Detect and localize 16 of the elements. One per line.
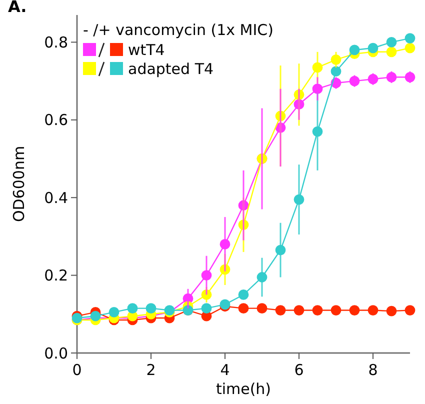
x-tick-label: 0 bbox=[72, 361, 82, 379]
chart-title: A. bbox=[8, 0, 27, 16]
annotation: adapted T4 bbox=[128, 60, 214, 78]
y-axis-title: OD600nm bbox=[10, 146, 28, 222]
y-tick-label: 0.0 bbox=[44, 344, 68, 362]
y-tick-label: 0.4 bbox=[44, 188, 68, 207]
x-tick-label: 2 bbox=[146, 361, 156, 379]
x-axis-title: time(h) bbox=[216, 380, 272, 398]
y-tick-label: 0.8 bbox=[44, 33, 68, 52]
y-tick-label: 0.2 bbox=[44, 266, 68, 285]
y-tick-label: 0.6 bbox=[44, 111, 68, 130]
x-tick-label: 6 bbox=[294, 361, 304, 379]
x-tick-label: 8 bbox=[368, 361, 378, 379]
x-tick-label: 4 bbox=[220, 361, 230, 379]
legend-title: - /+ vancomycin (1x MIC) bbox=[83, 21, 274, 39]
annotation: wtT4 bbox=[128, 41, 165, 59]
